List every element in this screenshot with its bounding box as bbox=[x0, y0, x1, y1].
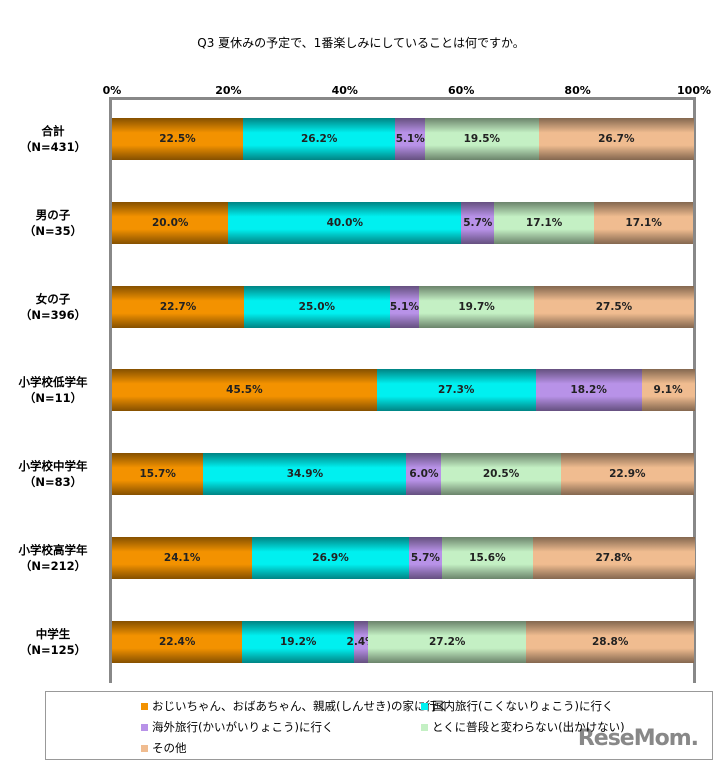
legend-item: その他 bbox=[141, 740, 187, 756]
data-label: 19.5% bbox=[463, 133, 501, 145]
data-label: 6.0% bbox=[409, 468, 439, 481]
bar-segment: 24.1% bbox=[112, 537, 253, 579]
x-tick-label: 80% bbox=[564, 84, 591, 97]
data-label: 18.2% bbox=[570, 384, 607, 397]
data-label: 27.3% bbox=[438, 384, 475, 397]
category-label: 合計 （N=431） bbox=[19, 124, 87, 154]
x-tick-label: 0% bbox=[102, 84, 122, 97]
data-label: 27.2% bbox=[429, 635, 466, 648]
data-label: 19.2% bbox=[280, 635, 317, 648]
bar-segment: 18.2% bbox=[535, 369, 642, 412]
legend-item: おじいちゃん、おばあちゃん、親戚(しんせき)の家に行く bbox=[141, 698, 448, 714]
legend-item: 国内旅行(こくないりょこう)に行く bbox=[421, 698, 613, 714]
bar-segment: 22.9% bbox=[560, 453, 694, 496]
legend-label: その他 bbox=[152, 741, 187, 755]
data-label: 5.1% bbox=[395, 133, 425, 145]
legend-swatch bbox=[141, 744, 148, 752]
bar-segment: 17.1% bbox=[494, 201, 594, 244]
x-tick-label: 60% bbox=[448, 84, 475, 97]
bar-segment: 26.9% bbox=[252, 537, 409, 579]
data-label: 45.5% bbox=[226, 384, 263, 397]
data-label: 22.5% bbox=[159, 133, 196, 145]
bar-segment: 22.7% bbox=[112, 285, 245, 328]
data-label: 34.9% bbox=[286, 468, 324, 481]
bar-segment: 5.7% bbox=[461, 201, 495, 244]
legend-swatch bbox=[141, 702, 148, 710]
bar-segment: 15.6% bbox=[441, 537, 533, 579]
bar-segment: 5.7% bbox=[408, 537, 442, 579]
data-label: 25.0% bbox=[298, 300, 336, 313]
bar-segment: 5.1% bbox=[389, 285, 420, 328]
data-label: 27.5% bbox=[595, 300, 633, 313]
resemom-logo: ReseMom. bbox=[577, 726, 699, 751]
data-label: 20.5% bbox=[482, 468, 520, 481]
data-label: 26.7% bbox=[598, 133, 635, 145]
legend-item: とくに普段と変わらない(出かけない) bbox=[421, 719, 625, 735]
bar-segment: 27.8% bbox=[532, 537, 695, 579]
data-label: 40.0% bbox=[326, 216, 363, 229]
category-label: 女の子 （N=396） bbox=[19, 291, 87, 322]
data-label: 5.1% bbox=[389, 300, 419, 313]
data-label: 20.0% bbox=[151, 216, 189, 229]
bar-segment: 40.0% bbox=[228, 201, 462, 244]
data-label: 19.7% bbox=[458, 300, 495, 313]
legend-swatch bbox=[421, 702, 428, 710]
data-label: 17.1% bbox=[625, 216, 662, 229]
bar-segment: 45.5% bbox=[112, 369, 377, 412]
legend: ReseMom. おじいちゃん、おばあちゃん、親戚(しんせき)の家に行く 国内旅行… bbox=[45, 691, 713, 760]
legend-label: とくに普段と変わらない(出かけない) bbox=[432, 720, 625, 734]
x-tick-label: 100% bbox=[677, 84, 711, 97]
legend-label: 海外旅行(かいがいりょこう)に行く bbox=[152, 720, 334, 734]
bar-segment: 17.1% bbox=[593, 201, 694, 244]
bar-segment: 15.7% bbox=[112, 453, 204, 496]
bar-segment: 27.2% bbox=[368, 620, 527, 663]
category-label: 男の子 （N=35） bbox=[23, 207, 83, 238]
data-label: 22.9% bbox=[609, 468, 646, 481]
bar-segment: 26.2% bbox=[242, 118, 396, 160]
bar-segment: 2.4% bbox=[347, 620, 376, 663]
category-label: 小学校低学年 （N=11） bbox=[18, 375, 88, 406]
data-label: 22.4% bbox=[158, 635, 196, 648]
category-label: 小学校中学年 （N=83） bbox=[18, 459, 88, 490]
bar-segment: 22.5% bbox=[112, 118, 243, 160]
bar-segment: 26.7% bbox=[538, 118, 694, 160]
data-label: 17.1% bbox=[525, 216, 563, 229]
legend-label: おじいちゃん、おばあちゃん、親戚(しんせき)の家に行く bbox=[152, 699, 449, 713]
data-label: 26.9% bbox=[312, 552, 349, 564]
category-label: 小学校高学年 （N=212） bbox=[18, 543, 88, 573]
bar-segment: 19.5% bbox=[425, 118, 539, 160]
data-label: 27.8% bbox=[595, 552, 632, 564]
legend-item: 海外旅行(かいがいりょこう)に行く bbox=[141, 719, 333, 735]
legend-swatch bbox=[421, 723, 428, 731]
data-label: 15.6% bbox=[469, 552, 506, 564]
data-label: 26.2% bbox=[300, 133, 338, 145]
data-label: 15.7% bbox=[139, 468, 176, 481]
bar-segment: 19.2% bbox=[242, 620, 355, 663]
legend-swatch bbox=[141, 723, 148, 731]
data-label: 5.7% bbox=[463, 216, 493, 229]
x-tick-label: 40% bbox=[331, 84, 358, 97]
data-label: 24.1% bbox=[163, 552, 201, 564]
data-label: 22.7% bbox=[159, 300, 197, 313]
data-label: 28.8% bbox=[591, 635, 629, 648]
bar-segment: 20.0% bbox=[112, 201, 229, 244]
category-label: 中学生 （N=125） bbox=[19, 626, 87, 657]
data-label: 9.1% bbox=[653, 384, 683, 397]
bar-segment: 28.8% bbox=[526, 620, 694, 663]
bar-segment: 20.5% bbox=[441, 453, 561, 496]
bar-segment: 27.5% bbox=[533, 285, 694, 328]
bar-segment: 9.1% bbox=[641, 369, 695, 412]
x-tick-label: 20% bbox=[215, 84, 242, 97]
bar-segment: 19.7% bbox=[419, 285, 534, 328]
chart-title: Q3 夏休みの予定で、1番楽しみにしていることは何ですか。 bbox=[197, 36, 525, 50]
bar-segment: 5.1% bbox=[395, 118, 426, 160]
bar-segment: 27.3% bbox=[376, 369, 536, 412]
legend-label: 国内旅行(こくないりょこう)に行く bbox=[432, 699, 614, 713]
bar-segment: 22.4% bbox=[112, 620, 243, 663]
bar-segment: 25.0% bbox=[244, 285, 390, 328]
bar-segment: 6.0% bbox=[406, 453, 442, 496]
bar-segment: 34.9% bbox=[203, 453, 407, 496]
data-label: 5.7% bbox=[410, 552, 440, 564]
